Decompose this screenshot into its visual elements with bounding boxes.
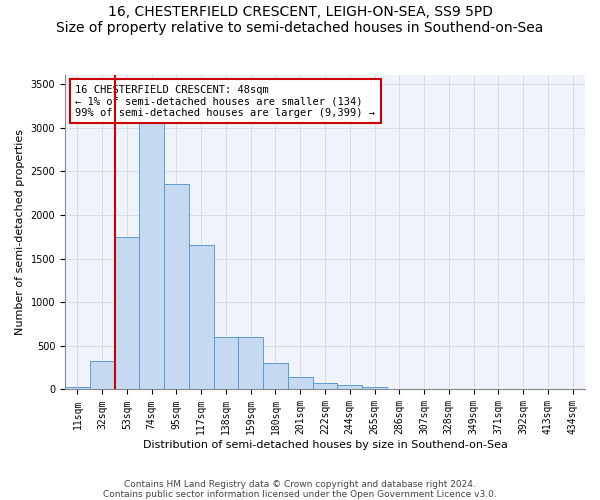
Text: Contains HM Land Registry data © Crown copyright and database right 2024.
Contai: Contains HM Land Registry data © Crown c… (103, 480, 497, 499)
Bar (189, 246, 214, 390)
Bar (139, 123, 164, 390)
Bar (164, 184, 189, 390)
Bar (214, 337, 238, 390)
Bar (238, 337, 263, 390)
Text: 16, CHESTERFIELD CRESCENT, LEIGH-ON-SEA, SS9 5PD
Size of property relative to se: 16, CHESTERFIELD CRESCENT, LEIGH-ON-SEA,… (56, 5, 544, 35)
Bar (65, 387, 90, 390)
Text: 16 CHESTERFIELD CRESCENT: 48sqm
← 1% of semi-detached houses are smaller (134)
9: 16 CHESTERFIELD CRESCENT: 48sqm ← 1% of … (76, 84, 376, 118)
Bar (313, 384, 337, 390)
Bar (263, 364, 288, 390)
Y-axis label: Number of semi-detached properties: Number of semi-detached properties (15, 130, 25, 336)
Bar (288, 378, 313, 390)
Bar (90, 360, 115, 390)
X-axis label: Distribution of semi-detached houses by size in Southend-on-Sea: Distribution of semi-detached houses by … (143, 440, 508, 450)
Bar (362, 387, 387, 390)
Bar (337, 385, 362, 390)
Bar (115, 236, 139, 390)
